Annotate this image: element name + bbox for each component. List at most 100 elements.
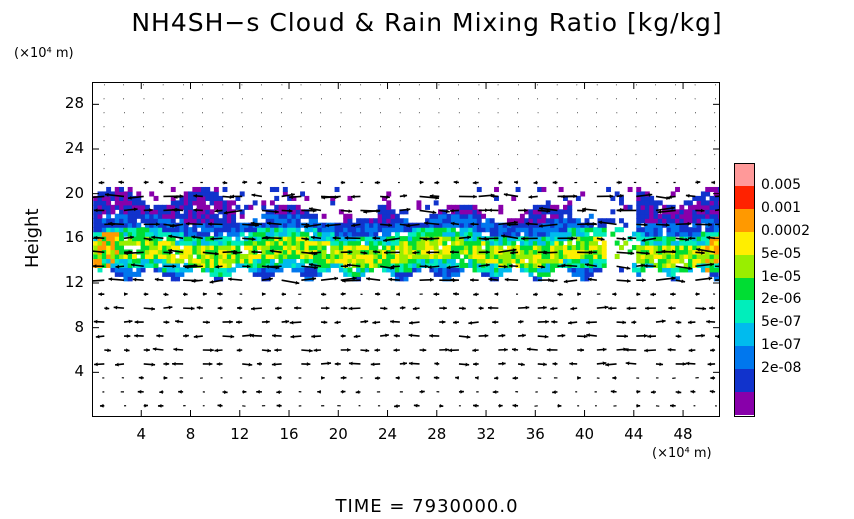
wind-vector-head	[363, 209, 368, 214]
cloud-cell	[287, 249, 293, 255]
cloud-cell	[709, 258, 715, 264]
cloud-cell	[308, 236, 314, 242]
cloud-cell	[670, 258, 676, 264]
cloud-cell	[200, 258, 206, 264]
cloud-cell	[713, 258, 719, 264]
wind-vector-head	[144, 403, 148, 408]
cloud-cell	[338, 209, 344, 215]
cloud-cell	[192, 191, 198, 197]
cloud-cell	[330, 231, 336, 237]
cloud-cell	[494, 186, 499, 193]
cloud-cell	[705, 231, 711, 237]
cloud-cell	[360, 236, 366, 242]
cloud-cell	[93, 200, 99, 206]
wind-vector-head	[263, 235, 267, 240]
wind-vector-head	[552, 361, 557, 366]
cloud-cell	[213, 200, 219, 206]
cloud-cell	[106, 231, 112, 237]
cloud-cell	[278, 213, 284, 219]
wind-vector-head	[137, 389, 142, 394]
cloud-cell	[567, 249, 573, 255]
wind-vector-head	[641, 238, 646, 243]
cloud-cell	[101, 204, 107, 210]
cloud-cell	[498, 222, 504, 228]
wind-vector-head	[494, 376, 498, 380]
cloud-cell	[295, 218, 301, 224]
cloud-cell	[597, 227, 603, 233]
cloud-cell	[166, 267, 172, 273]
cloud-cell	[304, 245, 310, 251]
wind-vector-head	[344, 264, 349, 269]
cloud-cell	[494, 240, 499, 246]
cloud-cell	[97, 209, 103, 215]
wind-vector-head	[130, 235, 134, 240]
cloud-cell	[300, 231, 306, 237]
cloud-cell	[683, 245, 689, 251]
cloud-cell	[511, 245, 517, 251]
cloud-cell	[597, 249, 603, 255]
cloud-cell	[433, 262, 439, 268]
wind-vector-head	[344, 236, 349, 240]
wind-vector-head	[341, 278, 346, 283]
cloud-cell	[653, 200, 659, 206]
cloud-cell	[235, 231, 241, 237]
cloud-cell	[532, 276, 538, 282]
wind-vector-head	[148, 237, 153, 242]
wind-vector-head	[275, 306, 279, 311]
cloud-cell	[261, 245, 267, 251]
cloud-cell	[231, 218, 237, 224]
cloud-cell	[252, 218, 258, 224]
cloud-cell	[438, 253, 443, 260]
cloud-cell	[519, 249, 525, 255]
cloud-cell	[226, 236, 232, 242]
wind-vector-head	[586, 320, 590, 325]
cloud-cell	[291, 195, 297, 201]
cloud-cell	[144, 249, 150, 255]
cloud-cell	[459, 249, 465, 255]
cloud-cell	[119, 240, 124, 246]
cloud-cell	[541, 213, 547, 219]
cloud-cell	[162, 262, 168, 268]
cloud-cell	[481, 222, 487, 228]
cloud-cell	[183, 195, 189, 201]
cloud-cell	[175, 245, 181, 251]
wind-vector-head	[450, 278, 454, 282]
cloud-cell	[532, 227, 538, 233]
cloud-cell	[472, 236, 478, 242]
cloud-cell	[563, 253, 568, 260]
cloud-cell	[705, 240, 711, 246]
cloud-cell	[218, 258, 224, 264]
cloud-cell	[644, 218, 650, 224]
cloud-cell	[554, 213, 560, 219]
cloud-cell	[580, 253, 586, 260]
cloud-cell	[653, 253, 659, 260]
cloud-cell	[485, 240, 491, 246]
cloud-cell	[463, 240, 469, 246]
cloud-cell	[183, 200, 189, 206]
cloud-cell	[623, 222, 629, 228]
wind-vector-head	[217, 403, 222, 408]
wind-vector-head	[552, 390, 556, 394]
cloud-cell	[468, 204, 474, 210]
cloud-cell	[222, 240, 228, 246]
cloud-cell	[700, 245, 706, 251]
cloud-cell	[425, 204, 430, 210]
cloud-cell	[588, 271, 594, 277]
cloud-cell	[687, 253, 693, 260]
cloud-cell	[567, 253, 573, 260]
cloud-cell	[218, 249, 224, 255]
cloud-cell	[705, 258, 711, 264]
cloud-cell	[144, 262, 150, 268]
cloud-cell	[321, 213, 327, 219]
cloud-cell	[196, 262, 202, 268]
wind-vector-head	[175, 319, 179, 324]
cloud-cell	[381, 209, 387, 215]
cloud-cell	[472, 249, 478, 255]
cloud-cell	[265, 245, 271, 251]
cloud-cell	[537, 276, 543, 282]
cloud-cell	[149, 191, 155, 197]
cloud-cell	[132, 258, 137, 264]
wind-vector-head	[269, 277, 273, 281]
cloud-cell	[683, 253, 689, 260]
cloud-cell	[506, 267, 512, 273]
